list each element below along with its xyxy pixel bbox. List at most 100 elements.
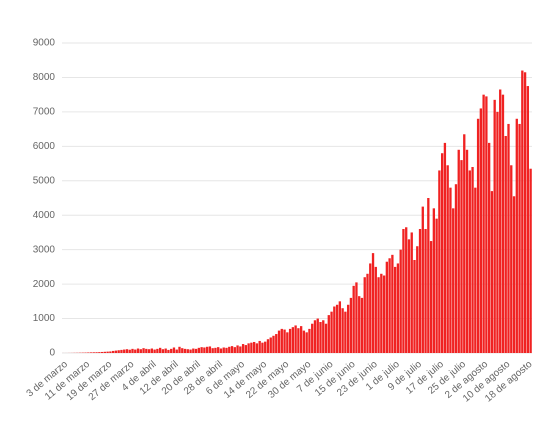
bar: [87, 352, 90, 353]
bar: [228, 346, 231, 353]
bar: [153, 349, 156, 353]
bar: [181, 348, 184, 353]
bar: [333, 306, 336, 353]
bar: [374, 266, 377, 353]
bar: [438, 170, 441, 353]
bar: [496, 111, 499, 353]
bar: [241, 344, 245, 353]
bar: [189, 349, 192, 353]
bar: [432, 208, 436, 353]
bar: [490, 191, 494, 353]
bar: [172, 347, 176, 353]
bar: [523, 72, 527, 354]
bar: [515, 118, 518, 354]
bar: [369, 263, 372, 353]
bar: [89, 352, 93, 353]
bar: [103, 351, 107, 353]
bar: [338, 301, 342, 353]
bar: [299, 326, 303, 353]
bar: [327, 315, 330, 353]
bar: [313, 320, 317, 353]
bar: [487, 142, 491, 353]
bar: [261, 342, 264, 353]
bar: [283, 329, 286, 353]
bar: [493, 99, 496, 353]
bar: [125, 349, 129, 353]
bar: [482, 94, 485, 354]
bar: [382, 275, 386, 353]
bar: [452, 208, 455, 353]
y-tick-label: 7000: [33, 107, 56, 118]
bar: [236, 345, 239, 353]
y-tick-label: 3000: [33, 244, 56, 255]
bar: [280, 328, 283, 353]
bar: [440, 153, 444, 353]
bar: [344, 311, 347, 353]
bar: [457, 149, 460, 353]
bar: [352, 285, 355, 353]
bar: [247, 343, 250, 353]
bar: [501, 94, 505, 354]
y-tick-label: 4000: [33, 210, 56, 221]
bar: [435, 218, 438, 353]
bar: [316, 318, 319, 353]
bar: [252, 341, 256, 353]
bar: [460, 160, 463, 353]
bar: [92, 352, 95, 353]
bar: [507, 123, 510, 353]
bar: [510, 165, 513, 353]
bar: [393, 266, 397, 353]
bar: [380, 273, 383, 353]
bar: [449, 187, 452, 353]
bar: [95, 352, 98, 353]
y-tick-label: 6000: [33, 141, 56, 152]
bar: [98, 352, 101, 353]
bar: [136, 348, 140, 353]
bar: [526, 86, 530, 354]
bar: [147, 349, 151, 353]
bar: [504, 136, 507, 353]
bar: [123, 349, 126, 353]
bar: [203, 347, 206, 353]
y-tick-label: 5000: [33, 175, 56, 186]
bar: [178, 346, 181, 353]
bar: [219, 348, 223, 353]
bar: [192, 348, 195, 353]
bar: [499, 89, 502, 353]
bar: [294, 325, 297, 353]
bar: [109, 351, 112, 353]
bar: [366, 273, 369, 353]
bar: [275, 334, 278, 353]
bar: [485, 96, 488, 353]
bar: [239, 346, 242, 353]
bar: [158, 347, 162, 353]
bar: [416, 246, 419, 353]
bar: [106, 351, 109, 353]
bar: [399, 249, 402, 353]
bar: [134, 349, 137, 353]
y-tick-label: 8000: [33, 72, 56, 83]
bar: [167, 349, 170, 353]
bar: [186, 349, 189, 353]
bar: [139, 349, 142, 353]
bar: [518, 123, 521, 353]
bar: [288, 328, 292, 353]
bar: [335, 304, 339, 353]
bar: [230, 346, 234, 353]
bar: [291, 327, 295, 353]
bar: [341, 308, 344, 353]
bar: [330, 311, 333, 353]
bar: [324, 323, 328, 353]
bar: [197, 347, 201, 353]
bar: [233, 347, 236, 353]
bar: [114, 350, 118, 353]
bar: [142, 348, 145, 353]
bar: [211, 348, 214, 353]
bar: [156, 348, 159, 353]
bar: [225, 347, 228, 353]
bar: [479, 108, 483, 353]
bar: [205, 346, 209, 353]
bar: [297, 328, 300, 353]
bar: [512, 196, 516, 353]
bar: [388, 258, 391, 353]
